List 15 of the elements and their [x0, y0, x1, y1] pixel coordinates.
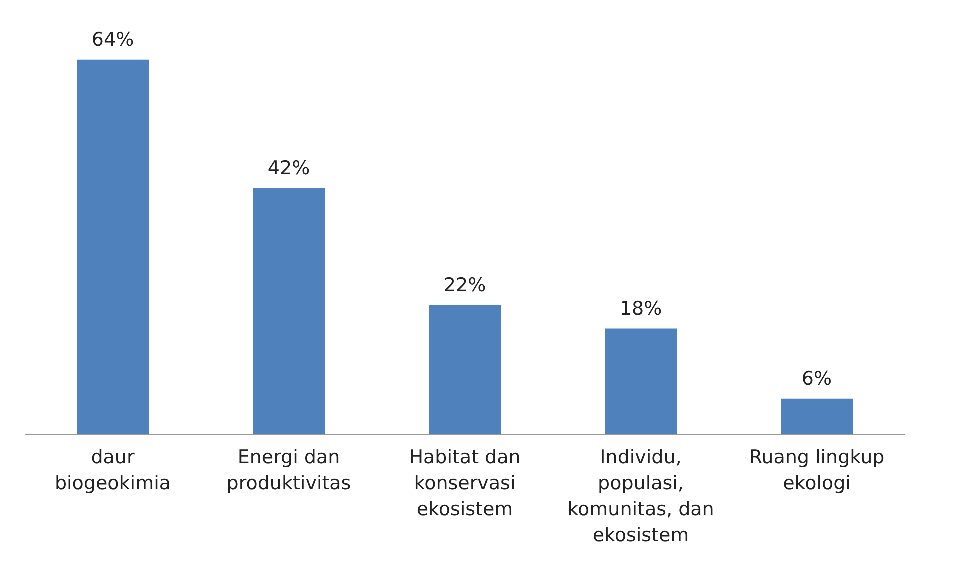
x-tick-label: Habitat dan konservasi ekosistem: [409, 446, 521, 520]
bar: [429, 305, 501, 434]
x-tick-label: Individu, populasi, komunitas, dan ekosistem: [568, 446, 714, 546]
bar: [253, 188, 325, 434]
data-label: 42%: [268, 157, 310, 180]
bar: [605, 328, 677, 434]
data-label: 22%: [444, 274, 486, 296]
bar: [781, 398, 853, 434]
bar: [77, 60, 149, 434]
data-label: 18%: [620, 298, 662, 320]
data-label: 64%: [92, 28, 134, 51]
data-label: 6%: [802, 368, 832, 390]
x-tick-label: daur biogeokimia: [54, 446, 172, 494]
x-tick-label: Ruang lingkup ekologi: [749, 446, 885, 494]
x-tick-label: Energi dan produktivitas: [226, 446, 352, 494]
